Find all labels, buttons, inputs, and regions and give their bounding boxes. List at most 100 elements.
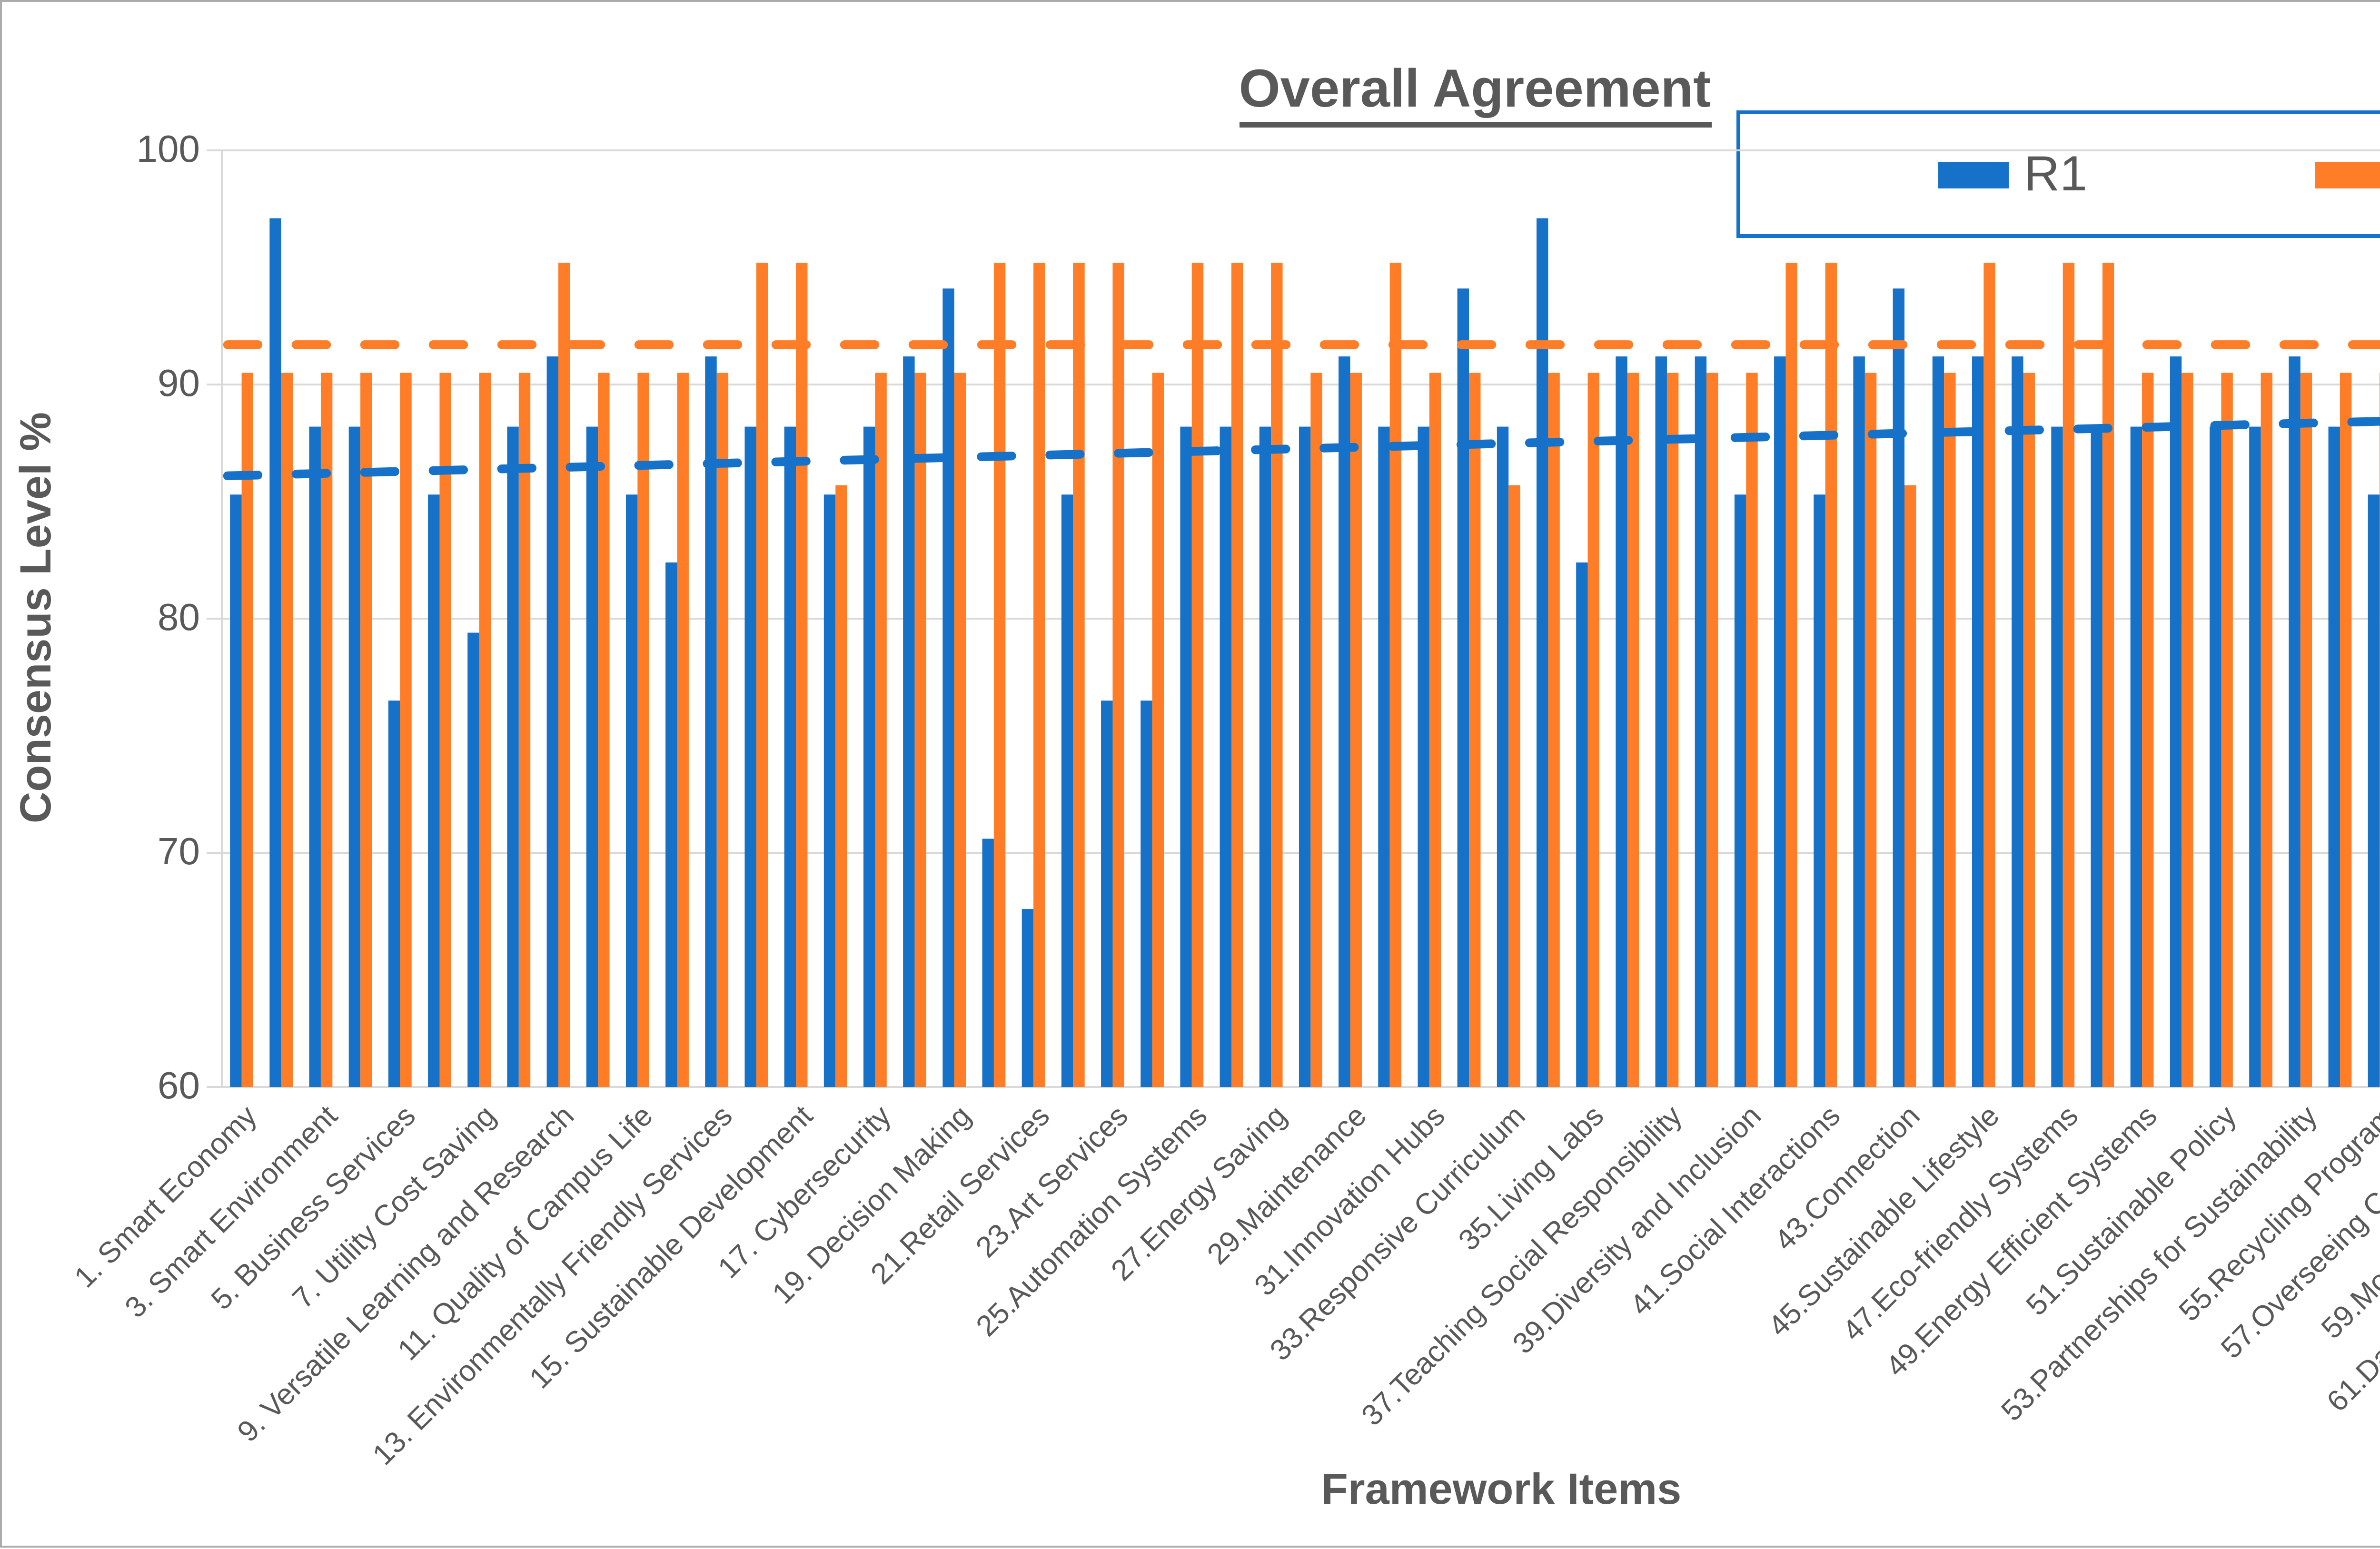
bar-r2-item-27	[1271, 263, 1283, 1087]
y-tick-label-60: 60	[158, 1066, 200, 1108]
bar-r1-item-54	[2328, 426, 2340, 1087]
bar-r1-item-15	[784, 426, 796, 1087]
bar-r2-item-24	[1152, 373, 1164, 1087]
legend-label-r1: R1	[2024, 145, 2087, 202]
bar-r2-item-36	[1627, 373, 1639, 1087]
bar-r1-item-9	[546, 356, 558, 1087]
bar-r2-item-15	[796, 263, 808, 1087]
x-axis-title: Framework Items	[1321, 1464, 1682, 1513]
y-tick-label-80: 80	[158, 598, 200, 640]
bar-r2-item-40	[1785, 263, 1797, 1087]
bar-r1-item-14	[744, 426, 756, 1087]
bar-r2-item-51	[2221, 373, 2233, 1087]
bar-r2-item-34	[1548, 373, 1560, 1087]
bar-r2-item-14	[756, 263, 768, 1087]
bar-r1-item-46	[2012, 356, 2023, 1087]
bar-r1-item-17	[863, 426, 875, 1087]
bar-r2-item-3	[320, 373, 333, 1087]
bar-r1-item-1	[230, 494, 242, 1087]
bar-r1-item-4	[348, 426, 361, 1087]
bar-r2-item-30	[1389, 263, 1402, 1087]
legend-entry-r2: R2	[2316, 145, 2380, 204]
bar-r2-item-48	[2102, 263, 2114, 1087]
bar-r2-item-37	[1666, 373, 1679, 1087]
bar-r1-item-47	[2051, 426, 2063, 1087]
bar-r1-item-42	[1853, 356, 1865, 1087]
bar-r1-item-34	[1537, 218, 1548, 1087]
bar-r2-item-35	[1587, 373, 1599, 1087]
bar-r1-item-12	[665, 562, 677, 1087]
bar-r2-item-53	[2300, 373, 2312, 1087]
bar-r1-item-23	[1101, 701, 1113, 1087]
y-tick-label-100: 100	[136, 129, 200, 171]
bar-r1-item-21	[1021, 909, 1034, 1087]
bar-r1-item-5	[388, 701, 400, 1087]
bar-r1-item-38	[1695, 356, 1707, 1087]
bar-r1-item-3	[309, 426, 321, 1087]
bar-r2-item-49	[2142, 373, 2154, 1087]
bar-r2-item-44	[1944, 373, 1956, 1087]
bar-r1-item-29	[1339, 356, 1350, 1087]
bar-r2-item-9	[558, 263, 570, 1087]
bar-r1-item-22	[1061, 494, 1073, 1087]
bar-r2-item-22	[1073, 263, 1085, 1087]
bar-r2-item-46	[2023, 373, 2035, 1087]
bar-r1-item-30	[1378, 426, 1390, 1087]
bar-r1-item-11	[625, 494, 638, 1087]
bar-r1-item-41	[1814, 494, 1825, 1087]
bar-r2-item-52	[2261, 373, 2272, 1087]
bar-r2-item-7	[479, 373, 491, 1087]
bar-r2-item-33	[1508, 485, 1520, 1087]
bar-r1-item-16	[823, 494, 836, 1087]
bar-r1-item-33	[1497, 426, 1509, 1087]
bar-r1-item-19	[942, 288, 954, 1087]
bar-r2-item-32	[1469, 373, 1481, 1087]
bar-r1-item-51	[2210, 426, 2221, 1087]
bar-r1-item-44	[1932, 356, 1944, 1087]
bar-r2-item-1	[241, 373, 253, 1087]
bar-r1-item-52	[2249, 426, 2261, 1087]
bar-r1-item-13	[705, 356, 717, 1087]
bar-r2-item-5	[400, 373, 412, 1087]
bar-r2-item-47	[2063, 263, 2075, 1087]
legend: R1 R2	[1736, 110, 2380, 238]
bar-r1-item-27	[1259, 426, 1271, 1087]
legend-entry-r1: R1	[1938, 145, 2087, 204]
y-tick-label-70: 70	[158, 832, 200, 874]
bar-r2-item-6	[439, 373, 451, 1087]
bar-r2-item-41	[1825, 263, 1837, 1087]
bar-r2-item-25	[1191, 263, 1204, 1087]
bar-r2-item-28	[1310, 373, 1322, 1087]
bar-r1-item-2	[269, 218, 281, 1087]
bar-r1-item-10	[586, 426, 598, 1087]
bar-r2-item-16	[835, 485, 847, 1087]
bar-r2-item-26	[1231, 263, 1243, 1087]
bar-r2-item-2	[281, 373, 293, 1087]
bar-r2-item-17	[875, 373, 887, 1087]
bar-r1-item-26	[1220, 426, 1231, 1087]
bar-r2-item-21	[1033, 263, 1045, 1087]
bar-r2-item-12	[677, 373, 689, 1087]
legend-swatch-r2	[2316, 161, 2380, 187]
bar-r1-item-7	[467, 632, 479, 1087]
bar-r2-item-38	[1706, 373, 1718, 1087]
bar-r2-item-45	[1983, 263, 1995, 1087]
bar-r2-item-23	[1112, 263, 1124, 1087]
bar-r2-item-10	[598, 373, 610, 1087]
bar-r2-item-19	[954, 373, 966, 1087]
bar-r1-item-43	[1893, 288, 1904, 1087]
bar-r2-item-31	[1429, 373, 1441, 1087]
bar-r1-item-28	[1299, 426, 1311, 1087]
bar-r2-item-20	[993, 263, 1006, 1087]
bar-r1-item-18	[903, 356, 915, 1087]
bar-r1-item-6	[428, 494, 440, 1087]
bar-r1-item-39	[1734, 494, 1746, 1087]
bar-r1-item-49	[2130, 426, 2142, 1087]
bar-r2-item-29	[1350, 373, 1362, 1087]
y-tick-label-90: 90	[158, 364, 200, 405]
bar-r1-item-25	[1180, 426, 1192, 1087]
bar-r2-item-4	[360, 373, 372, 1087]
bar-r1-item-50	[2170, 356, 2182, 1087]
